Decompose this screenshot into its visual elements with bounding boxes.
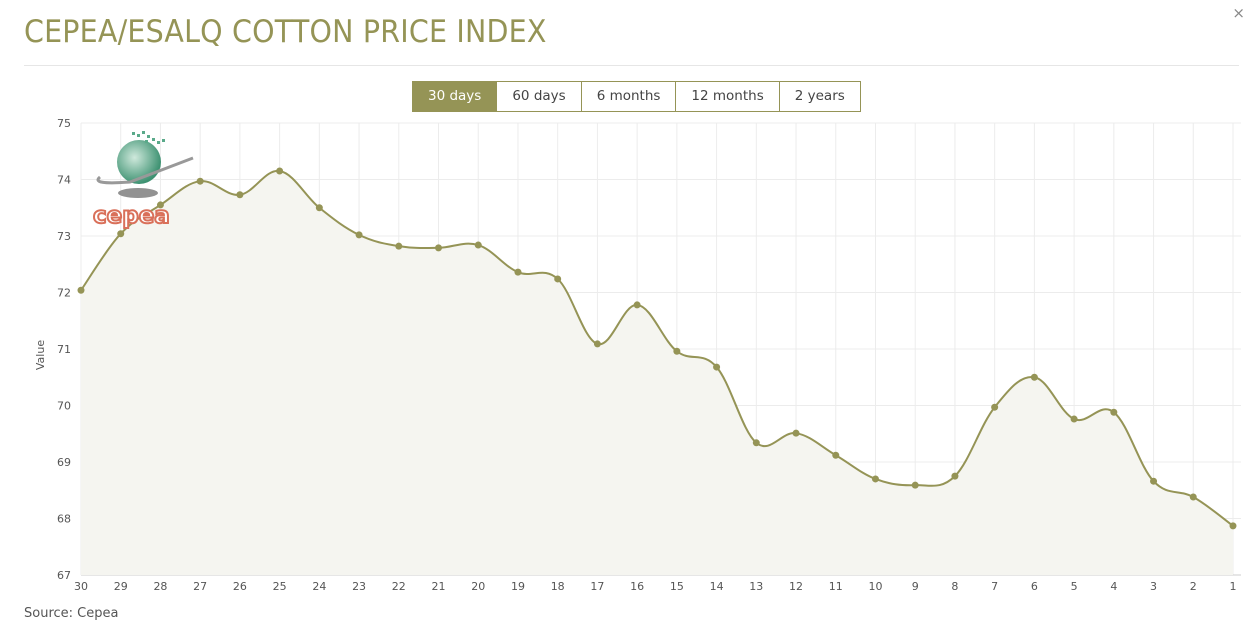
x-tick-label: 17: [590, 580, 604, 593]
data-point: [832, 451, 840, 459]
x-tick-label: 4: [1110, 580, 1117, 593]
y-axis-title: Value: [34, 340, 47, 370]
x-tick-label: 14: [710, 580, 724, 593]
x-tick-label: 24: [312, 580, 326, 593]
data-point: [1189, 493, 1197, 501]
data-point: [713, 363, 721, 371]
x-tick-label: 11: [829, 580, 843, 593]
x-tick-label: 9: [912, 580, 919, 593]
x-tick-label: 2: [1190, 580, 1197, 593]
data-point: [752, 439, 760, 447]
close-icon[interactable]: ×: [1232, 4, 1243, 22]
page-title: CEPEA/ESALQ COTTON PRICE INDEX: [24, 14, 547, 50]
x-tick-label: 10: [868, 580, 882, 593]
data-point: [991, 403, 999, 411]
x-tick-label: 12: [789, 580, 803, 593]
orbit-ring: [96, 156, 194, 185]
logo-shadow: [118, 188, 158, 198]
data-point: [1229, 522, 1237, 530]
data-point: [276, 167, 284, 175]
x-tick-label: 5: [1071, 580, 1078, 593]
title-divider: [24, 65, 1239, 66]
x-tick-label: 7: [991, 580, 998, 593]
x-tick-label: 26: [233, 580, 247, 593]
y-tick-label: 71: [57, 343, 71, 356]
y-tick-label: 67: [57, 569, 71, 582]
data-point: [117, 230, 125, 238]
data-point: [435, 244, 443, 252]
x-tick-label: 3: [1150, 580, 1157, 593]
series-area: [81, 170, 1233, 575]
data-point: [593, 340, 601, 348]
data-point: [156, 201, 164, 209]
cepea-logo: cepea: [92, 131, 194, 230]
x-tick-label: 13: [749, 580, 763, 593]
data-point: [792, 429, 800, 437]
logo-text: cepea: [93, 203, 170, 229]
data-point: [395, 242, 403, 250]
x-tick-label: 28: [153, 580, 167, 593]
x-tick-label: 6: [1031, 580, 1038, 593]
x-tick-label: 18: [551, 580, 565, 593]
range-selector: 30 days 60 days 6 months 12 months 2 years: [412, 81, 861, 112]
range-button-6-months[interactable]: 6 months: [580, 82, 676, 111]
data-point: [1070, 415, 1078, 423]
y-tick-label: 70: [57, 400, 71, 413]
x-tick-label: 15: [670, 580, 684, 593]
range-button-30-days[interactable]: 30 days: [413, 82, 497, 111]
y-tick-label: 72: [57, 287, 71, 300]
data-point: [196, 177, 204, 185]
x-tick-label: 25: [273, 580, 287, 593]
y-tick-label: 75: [57, 117, 71, 130]
data-point: [1110, 408, 1118, 416]
x-tick-label: 30: [74, 580, 88, 593]
x-tick-label: 1: [1230, 580, 1237, 593]
y-tick-label: 74: [57, 174, 71, 187]
x-tick-label: 27: [193, 580, 207, 593]
x-tick-label: 19: [511, 580, 525, 593]
data-point: [315, 204, 323, 212]
data-point: [633, 301, 641, 309]
x-tick-label: 21: [432, 580, 446, 593]
y-tick-label: 68: [57, 513, 71, 526]
data-point: [1030, 373, 1038, 381]
data-point: [474, 241, 482, 249]
y-tick-label: 73: [57, 230, 71, 243]
x-tick-label: 16: [630, 580, 644, 593]
data-point: [951, 472, 959, 480]
source-note: Source: Cepea: [24, 606, 119, 621]
x-tick-label: 22: [392, 580, 406, 593]
data-point: [236, 191, 244, 199]
y-tick-label: 69: [57, 456, 71, 469]
data-point: [514, 268, 522, 276]
range-button-12-months[interactable]: 12 months: [675, 82, 779, 111]
data-point: [1150, 477, 1158, 485]
data-point: [673, 347, 681, 355]
x-tick-label: 29: [114, 580, 128, 593]
range-button-60-days[interactable]: 60 days: [496, 82, 581, 111]
x-tick-label: 20: [471, 580, 485, 593]
range-button-2-years[interactable]: 2 years: [778, 82, 860, 111]
data-point: [77, 286, 85, 294]
x-tick-label: 8: [951, 580, 958, 593]
data-point: [911, 481, 919, 489]
data-point: [554, 275, 562, 283]
data-point: [355, 231, 363, 239]
data-point: [871, 475, 879, 483]
x-tick-label: 23: [352, 580, 366, 593]
